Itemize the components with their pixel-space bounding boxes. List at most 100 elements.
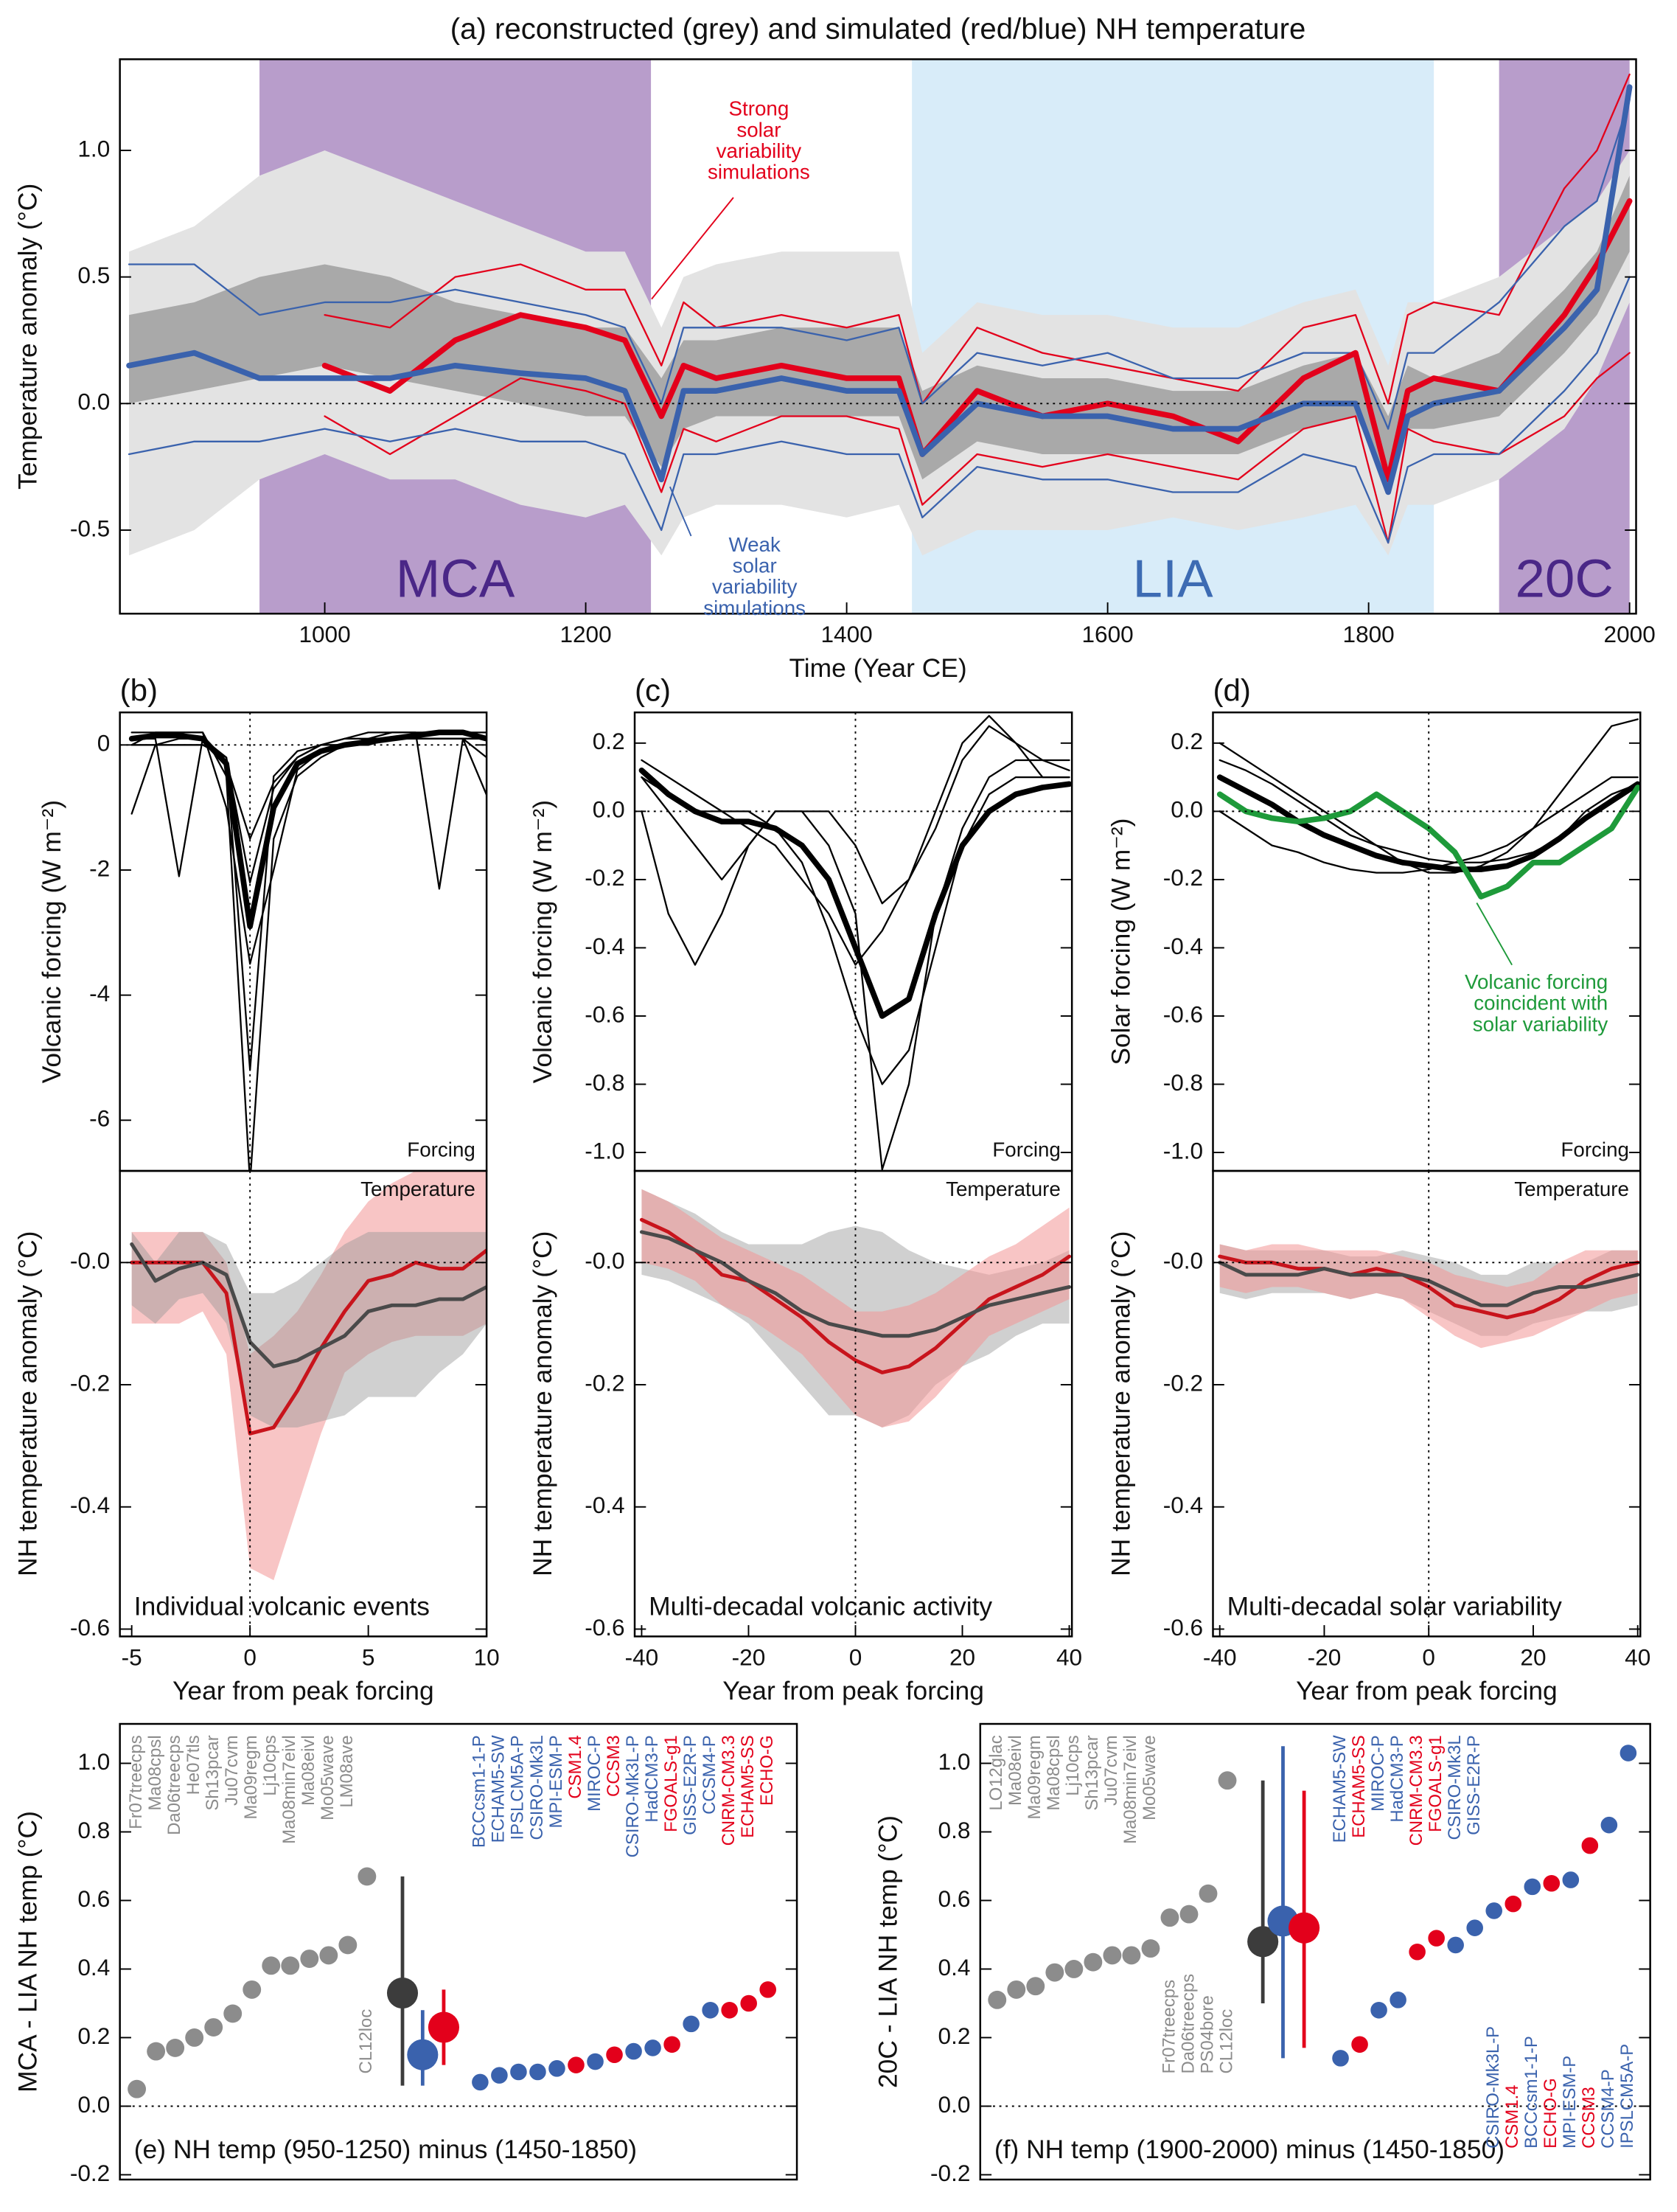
reconstruction-dot [281,1956,300,1975]
panel: -0.6 -0.4 -0.2 -0.0 -40 -20 0 20 40 Year from pea… [529,1169,1082,1705]
reconstruction-dot [262,1956,281,1975]
plot-frame [633,1169,1073,1638]
panel-caption: (e) NH temp (950-1250) minus (1450-1850) [134,2135,637,2164]
model-dot [565,2055,587,2076]
model-dot [1503,1893,1524,1914]
reconstruction-dot [1160,1908,1179,1927]
y-tick-label: -0.4 [1163,1492,1203,1518]
reconstruction-dot [1199,1884,1218,1903]
mean-dot [1289,1912,1320,1944]
model-dot [700,2000,721,2020]
y-tick-label: 0.0 [1171,796,1203,823]
model-label: HadCM3-P [1387,1735,1407,1822]
annotation-text: simulations [708,161,810,184]
model-dot [1388,1989,1409,2010]
y-tick-label: -1.0 [585,1137,624,1164]
x-tick-label: 5 [362,1644,375,1670]
series-line [126,84,1633,495]
reconstruction-dot [1218,1771,1237,1790]
y-tick-label: 0.0 [593,796,625,823]
reconstruction-label: Ma08cpsl [1044,1735,1064,1810]
corner-label: Forcing [992,1138,1060,1161]
y-axis-label: Volcanic forcing (W m⁻²) [38,800,66,1083]
plot-frame [119,58,1637,615]
mean-dot [386,1977,419,2009]
model-label: MPI-ESM-P [1560,2056,1580,2149]
reconstruction-dot [128,2079,147,2098]
x-tick-label: 1000 [299,621,350,647]
reconstruction-dot [243,1980,262,1999]
model-dot [1426,1928,1447,1949]
panel-caption: Individual volcanic events [134,1592,430,1621]
model-label: ECHO-G [757,1735,777,1806]
y-tick-label: -6 [89,1105,110,1132]
annotation-text: variability [712,575,798,598]
y-tick-label: -0.0 [1163,1248,1203,1274]
annotation-text: solar variability [1473,1012,1608,1035]
reconstruction-dot [1122,1946,1141,1965]
reconstruction-label: Ma09regm [1025,1735,1045,1819]
model-dot [1446,1935,1466,1955]
mean-dot [407,2039,439,2070]
y-tick-label: -0.6 [585,1001,624,1027]
x-tick-label: 1200 [559,621,611,647]
x-tick-label: 10 [474,1644,500,1670]
reconstruction-dot [1141,1939,1160,1958]
model-dot [1349,2034,1370,2055]
model-label: CSM1.4 [1502,2085,1522,2149]
y-tick-label: 1.0 [77,135,110,161]
y-tick-label: 0.8 [77,1817,110,1843]
model-label: HadCM3-P [642,1735,662,1822]
model-label: CSIRO-Mk3L-P [623,1735,643,1857]
model-dot [643,2037,663,2059]
series-line [130,731,487,1071]
reconstruction-label: LM08ave [337,1735,357,1807]
x-tick-label: 2000 [1604,621,1656,647]
y-tick-label: -0.2 [1163,1369,1203,1396]
panel-caption: Multi-decadal solar variability [1227,1592,1562,1621]
y-axis-label: Volcanic forcing (W m⁻²) [529,800,557,1083]
y-tick-label: 1.0 [938,1748,971,1775]
y-tick-label: -0.4 [70,1492,110,1518]
y-tick-label: -0.6 [585,1614,624,1641]
model-label: CSIRO-Mk3L [1445,1735,1465,1840]
series-line [639,1217,1072,1374]
y-tick-label: -0.6 [1163,1614,1203,1641]
reconstruction-label: Mo05wave [1140,1735,1160,1820]
model-dot [719,2000,740,2020]
x-tick-label: 0 [1422,1644,1435,1670]
model-label: BCCcsm1-1-P [470,1735,489,1848]
x-tick-label: 20 [1520,1644,1546,1670]
annotation-text: solar [736,118,781,141]
annotation-text: Strong [729,97,789,120]
model-dot [1599,1815,1620,1835]
model-label: FGOALS-g1 [1426,1735,1446,1832]
annotation-text: Weak [728,533,781,556]
reconstruction-dot [147,2042,166,2061]
reconstruction-dot [1179,1905,1199,1924]
reconstruction-label: PS04bore [1197,1995,1217,2073]
y-tick-label: -0.2 [930,2160,970,2186]
x-tick-label: -20 [1308,1644,1342,1670]
reconstruction-label: LO12glac [986,1735,1006,1810]
reconstruction-dot [1007,1980,1026,1999]
plot-area [126,59,1633,614]
y-tick-label: -0.2 [585,1369,624,1396]
x-tick-label: 1600 [1082,621,1134,647]
y-tick-label: -4 [89,980,110,1006]
y-tick-label: 0.4 [77,1954,110,1980]
series-line [128,729,487,930]
plot-frame [1212,1169,1642,1638]
model-dot [1465,1918,1485,1938]
reconstruction-label: Ma09regm [241,1735,261,1819]
reconstruction-label: Ma08min7eivl [1120,1735,1140,1843]
y-tick-label: 0.6 [77,1885,110,1912]
model-label: CNRM-CM3.3 [1406,1735,1426,1846]
model-label: IPSLCM5A-P [1617,2044,1637,2149]
reconstruction-dot [1084,1952,1103,1972]
corner-label: Temperature [1514,1178,1629,1200]
panel: -0.2 0.0 0.2 0.4 0.6 0.8 1.0 MCA - LIA NH temp … [14,1722,798,2186]
reconstruction-label: Lj10cps [260,1735,280,1795]
y-axis-label: 20C - LIA NH temp (°C) [874,1815,903,2088]
